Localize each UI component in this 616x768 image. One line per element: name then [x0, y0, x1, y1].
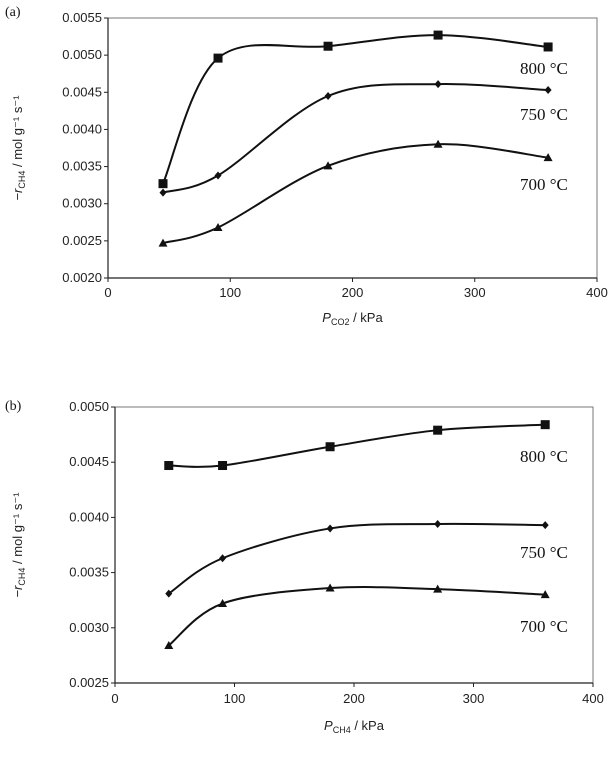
y-tick-label: 0.0050 — [69, 399, 109, 414]
data-point-diamond — [434, 80, 442, 89]
series-annotation: 750 °C — [520, 543, 568, 562]
series-annotation: 800 °C — [520, 59, 568, 78]
data-point-diamond — [544, 86, 552, 95]
y-tick-label: 0.0025 — [69, 675, 109, 690]
series-annotation: 700 °C — [520, 175, 568, 194]
data-point-square — [540, 420, 550, 430]
data-point-diamond — [326, 524, 334, 533]
chart-panel-a: (a) 0.0020 0.0025 0.0030 0.0035 0.0040 0.0045 0… — [5, 5, 608, 327]
data-point-diamond — [541, 521, 549, 530]
data-point-triangle — [218, 599, 228, 608]
x-tick-label: 200 — [342, 285, 364, 300]
data-point-triangle — [433, 139, 443, 148]
y-tick-label: 0.0020 — [62, 270, 102, 285]
chart-panel-b: (b) 0.0025 0.0030 0.0035 0.0040 0.0045 0.0050 0… — [5, 399, 604, 735]
data-point-diamond — [165, 589, 173, 598]
x-tick-label: 0 — [111, 691, 118, 706]
data-point-diamond — [434, 520, 442, 529]
series-line — [168, 423, 546, 468]
series-annotation: 800 °C — [520, 447, 568, 466]
data-point-square — [325, 442, 335, 452]
y-tick-label: 0.0040 — [69, 509, 109, 524]
data-point-diamond — [324, 92, 332, 100]
x-tick-label: 200 — [343, 691, 365, 706]
y-axis-label: −rCH4 / mol g⁻¹ s⁻¹ — [10, 95, 27, 201]
data-point-square — [543, 42, 553, 52]
y-tick-label: 0.0035 — [69, 565, 109, 580]
series-line — [168, 586, 546, 647]
data-point-square — [164, 461, 174, 471]
y-tick-label: 0.0035 — [62, 159, 102, 174]
x-tick-label: 400 — [582, 691, 604, 706]
data-point-diamond — [219, 554, 227, 563]
y-tick-label: 0.0040 — [62, 121, 102, 136]
data-point-square — [433, 425, 443, 435]
data-point-square — [158, 179, 168, 189]
y-tick-label: 0.0045 — [62, 84, 102, 99]
panel-label: (b) — [5, 399, 22, 414]
data-point-triangle — [433, 584, 443, 593]
panel-label: (a) — [5, 5, 21, 20]
series-annotation: 750 °C — [520, 105, 568, 124]
x-axis-label: PCO2 / kPa — [322, 310, 383, 327]
data-point-square — [213, 53, 223, 63]
data-point-diamond — [159, 188, 167, 197]
data-point-square — [218, 461, 228, 471]
y-tick-label: 0.0055 — [62, 10, 102, 25]
x-tick-label: 400 — [586, 285, 608, 300]
data-point-square — [323, 41, 333, 51]
x-tick-label: 0 — [104, 285, 111, 300]
data-point-triangle — [158, 238, 168, 247]
x-axis-label: PCH4 / kPa — [324, 718, 385, 735]
x-tick-label: 100 — [224, 691, 246, 706]
y-tick-label: 0.0030 — [62, 196, 102, 211]
data-point-square — [433, 30, 443, 40]
x-tick-label: 100 — [219, 285, 241, 300]
data-point-triangle — [325, 583, 335, 592]
y-tick-label: 0.0050 — [62, 47, 102, 62]
y-axis-label: −rCH4 / mol g⁻¹ s⁻¹ — [10, 492, 27, 598]
data-point-triangle — [164, 640, 174, 649]
y-tick-label: 0.0025 — [62, 233, 102, 248]
x-tick-label: 300 — [463, 691, 485, 706]
y-tick-label: 0.0045 — [69, 454, 109, 469]
data-point-triangle — [323, 161, 333, 170]
y-tick-label: 0.0030 — [69, 620, 109, 635]
series-annotation: 700 °C — [520, 617, 568, 636]
data-point-triangle — [543, 153, 553, 162]
data-point-diamond — [214, 171, 222, 180]
data-point-triangle — [540, 590, 550, 599]
x-tick-label: 300 — [464, 285, 486, 300]
data-point-triangle — [213, 222, 223, 231]
